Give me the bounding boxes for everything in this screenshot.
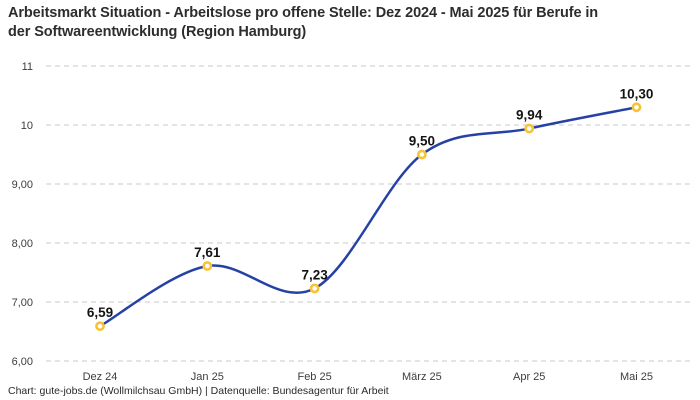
x-axis-tick-label: März 25 — [402, 371, 442, 383]
y-axis-tick-label: 7,00 — [12, 297, 33, 309]
data-point-marker — [309, 283, 320, 294]
y-axis-tick-label: 11 — [22, 61, 33, 73]
data-point-marker — [631, 102, 642, 113]
x-axis-tick-label: Feb 25 — [297, 371, 331, 383]
data-point-marker — [95, 321, 105, 332]
data-point-label: 9,50 — [409, 134, 435, 149]
x-axis-tick-label: Jan 25 — [191, 371, 224, 383]
data-point-label: 6,59 — [87, 305, 113, 320]
data-point-label: 9,94 — [516, 108, 543, 123]
y-axis-tick-label: 9,00 — [12, 179, 33, 191]
data-point-marker — [524, 123, 535, 134]
y-axis-tick-label: 6,00 — [12, 356, 33, 368]
chart-title: Arbeitsmarkt Situation - Arbeitslose pro… — [8, 5, 599, 40]
y-axis-tick-label: 8,00 — [12, 238, 33, 250]
x-axis-tick-label: Apr 25 — [513, 371, 545, 383]
x-axis-tick-label: Mai 25 — [620, 371, 653, 383]
data-point-marker — [416, 149, 427, 160]
y-axis-tick-label: 10 — [21, 120, 33, 132]
chart-credit: Chart: gute-jobs.de (Wollmilchsau GmbH) … — [8, 385, 389, 397]
data-point-label: 7,23 — [301, 267, 328, 282]
series-line — [98, 106, 638, 328]
data-point-label: 7,61 — [194, 245, 221, 260]
data-point-marker — [202, 261, 213, 271]
x-axis-tick-label: Dez 24 — [83, 371, 118, 383]
data-point-label: 10,30 — [620, 86, 654, 101]
